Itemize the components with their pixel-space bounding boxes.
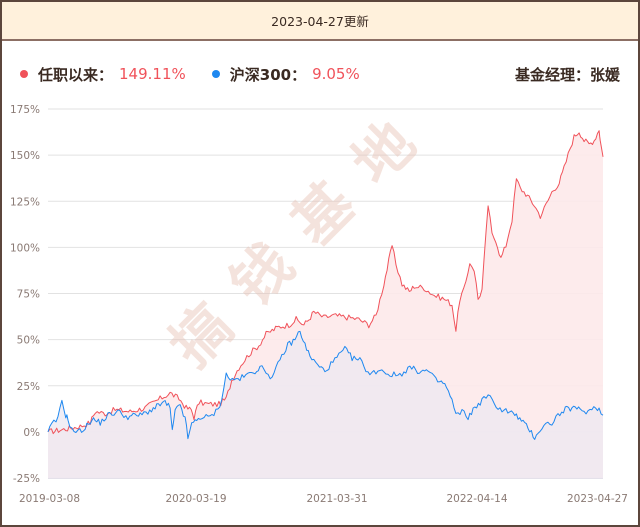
legend-item-tenure[interactable]: 任职以来： 149.11%	[20, 64, 186, 85]
x-tick-label: 2021-03-31	[306, 493, 367, 505]
y-tick-label: 125%	[10, 196, 40, 208]
x-tick-label: 2023-04-27	[567, 493, 628, 505]
x-tick-label: 2019-03-08	[19, 493, 80, 505]
y-tick-label: 25%	[17, 381, 40, 393]
y-tick-label: -25%	[13, 473, 40, 485]
y-tick-label: 75%	[17, 289, 40, 301]
tenure-line[interactable]	[47, 130, 604, 435]
legend-item-hs300[interactable]: 沪深300： 9.05%	[211, 64, 360, 85]
tenure-area	[48, 130, 603, 478]
legend-value-tenure: 149.11%	[119, 65, 186, 83]
update-header: 2023-04-27更新	[2, 2, 638, 41]
x-tick-label: 2020-03-19	[165, 493, 226, 505]
red-dot-icon	[20, 70, 28, 78]
line-chart: 175%150%125%100%75%50%25%0%-25% 搞钱基地 201…	[10, 95, 628, 505]
hs300-area	[48, 331, 603, 478]
legend-label-hs300: 沪深300：	[229, 65, 307, 84]
y-tick-label: 100%	[10, 242, 40, 254]
series-areas	[48, 130, 603, 478]
x-tick-label: 2022-04-14	[446, 493, 507, 505]
blue-dot-icon	[211, 70, 220, 78]
x-axis-labels: 2019-03-08 2020-03-19 2021-03-31 2022-04-14…	[19, 493, 628, 505]
legend-label-tenure: 任职以来：	[38, 65, 114, 84]
chart-legend: 任职以来： 149.11% 沪深300： 9.05% 基金经理：张媛	[20, 62, 620, 86]
fund-manager-label: 基金经理：张媛	[514, 65, 620, 84]
y-tick-label: 150%	[10, 150, 40, 162]
update-date-text: 2023-04-27更新	[271, 14, 369, 29]
y-tick-label: 0%	[23, 427, 40, 439]
series-lines	[47, 130, 604, 440]
y-axis-labels: 175% 150% 125% 100% 75% 50% 25% 0% -25%	[10, 104, 40, 485]
y-tick-label: 50%	[17, 335, 40, 347]
y-tick-label: 175%	[10, 104, 40, 116]
legend-value-hs300: 9.05%	[312, 65, 360, 83]
hs300-line[interactable]	[47, 330, 604, 440]
